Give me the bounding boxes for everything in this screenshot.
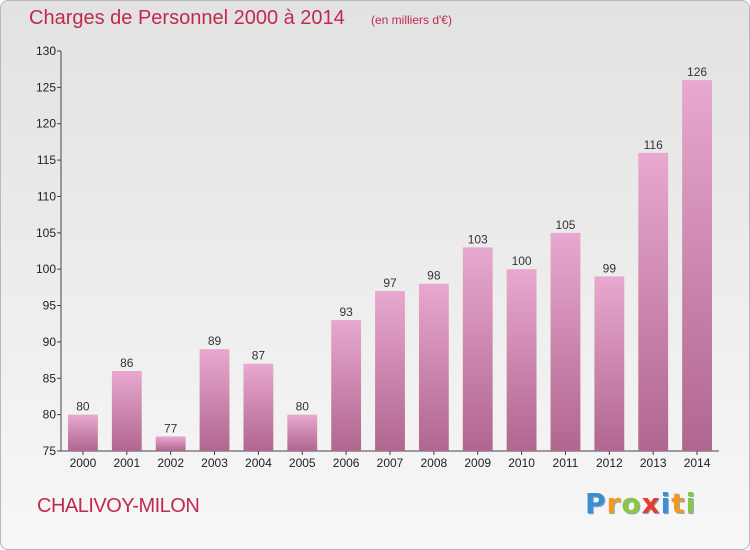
- bar: [155, 436, 186, 451]
- x-tick-label: 2006: [333, 456, 360, 470]
- chart-title: Charges de Personnel 2000 à 2014: [29, 7, 345, 29]
- data-label: 93: [339, 305, 353, 319]
- data-label: 116: [644, 138, 663, 152]
- data-label: 126: [687, 65, 707, 79]
- bar: [375, 291, 405, 451]
- proxiti-logo[interactable]: Proxiti: [585, 487, 697, 520]
- bar: [550, 232, 581, 451]
- y-tick-label: 115: [37, 153, 56, 167]
- x-tick-label: 2009: [464, 456, 491, 470]
- bar: [462, 247, 493, 451]
- data-label: 80: [296, 400, 310, 414]
- data-label: 100: [512, 254, 532, 268]
- y-tick-label: 110: [37, 189, 56, 203]
- bar: [68, 414, 98, 451]
- bar: [331, 320, 362, 451]
- x-tick-label: 2001: [113, 456, 140, 470]
- bar: [287, 414, 318, 451]
- data-label: 97: [383, 276, 397, 290]
- y-tick-label: 90: [43, 335, 57, 349]
- bar: [243, 363, 274, 451]
- data-label: 87: [252, 349, 266, 363]
- x-tick-label: 2014: [684, 456, 711, 470]
- x-tick-label: 2004: [245, 456, 272, 470]
- bar: [506, 269, 537, 451]
- y-tick-label: 130: [36, 44, 56, 58]
- bar: [418, 283, 449, 451]
- bar: [638, 152, 669, 451]
- y-tick-label: 95: [43, 299, 57, 313]
- bar: [111, 371, 142, 451]
- y-tick-label: 120: [36, 117, 56, 131]
- y-tick-label: 100: [36, 262, 56, 276]
- x-tick-label: 2007: [377, 456, 404, 470]
- commune-name: CHALIVOY-MILON: [37, 495, 200, 517]
- chart-labels: 2000 80 2001 86 2002 77 2003 89 2004 87 2005 80 2006…: [70, 65, 711, 470]
- bar: [682, 80, 712, 451]
- y-tick-label: 105: [36, 226, 56, 240]
- y-tick-label: 80: [43, 408, 57, 422]
- y-tick-label: 125: [36, 80, 56, 94]
- y-tick-label: 75: [43, 444, 57, 458]
- data-label: 98: [427, 269, 441, 283]
- x-tick-label: 2002: [157, 456, 184, 470]
- data-label: 86: [120, 356, 134, 370]
- data-label: 103: [468, 232, 488, 246]
- chart-subtitle: (en milliers d'€): [371, 13, 452, 27]
- chart-bars: [68, 80, 712, 451]
- data-label: 80: [76, 400, 90, 414]
- x-tick-label: 2011: [553, 456, 579, 470]
- data-label: 105: [555, 218, 575, 232]
- x-tick-label: 2012: [596, 456, 623, 470]
- x-tick-label: 2000: [70, 456, 97, 470]
- x-tick-label: 2010: [508, 456, 535, 470]
- bar: [594, 276, 625, 451]
- x-tick-label: 2008: [421, 456, 448, 470]
- data-label: 99: [603, 261, 617, 275]
- data-label: 89: [208, 334, 222, 348]
- x-tick-label: 2013: [640, 456, 667, 470]
- bar: [199, 349, 230, 451]
- data-label: 77: [164, 421, 178, 435]
- y-tick-label: 85: [43, 371, 57, 385]
- x-tick-label: 2003: [201, 456, 228, 470]
- x-tick-label: 2005: [289, 456, 316, 470]
